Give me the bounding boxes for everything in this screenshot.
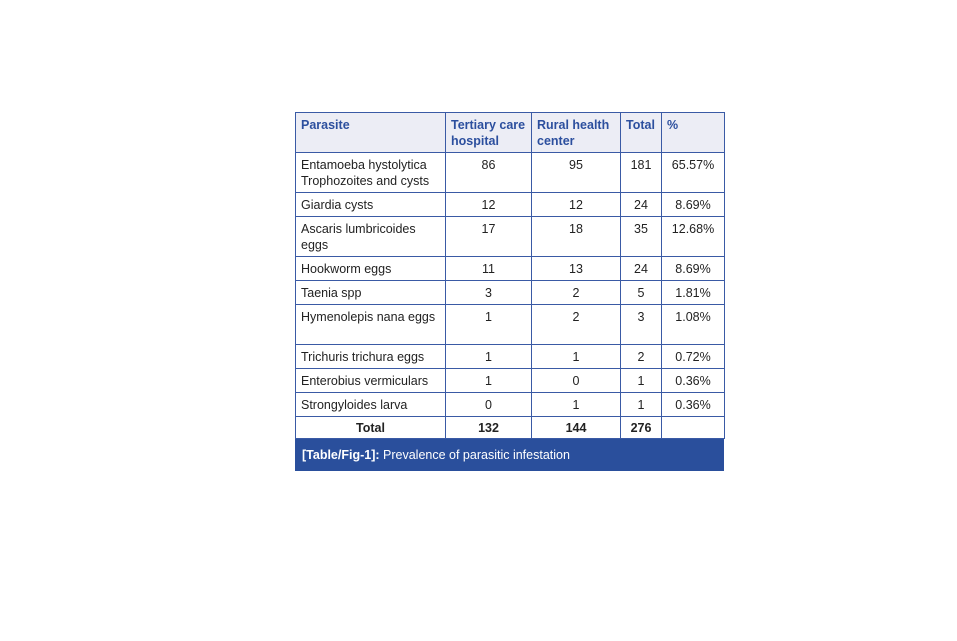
cell-rural: 13 — [531, 256, 621, 281]
cell-total: 1 — [620, 392, 662, 417]
total-percent — [661, 416, 725, 439]
table-row: Giardia cysts 12 12 24 8.69% — [295, 192, 725, 217]
cell-rural: 1 — [531, 392, 621, 417]
cell-percent: 1.08% — [661, 304, 725, 345]
cell-parasite: Enterobius vermiculars — [295, 368, 446, 393]
cell-rural: 1 — [531, 344, 621, 369]
header-percent: % — [661, 112, 725, 153]
cell-parasite: Strongyloides larva — [295, 392, 446, 417]
cell-tertiary: 0 — [445, 392, 532, 417]
table-row: Strongyloides larva 0 1 1 0.36% — [295, 392, 725, 417]
cell-percent: 0.36% — [661, 392, 725, 417]
table-row: Entamoeba hystolytica Trophozoites and c… — [295, 152, 725, 193]
table-row: Hookworm eggs 11 13 24 8.69% — [295, 256, 725, 281]
cell-percent: 1.81% — [661, 280, 725, 305]
header-total: Total — [620, 112, 662, 153]
header-tertiary: Tertiary care hospital — [445, 112, 532, 153]
parasite-prevalence-table-figure: Parasite Tertiary care hospital Rural he… — [295, 112, 725, 471]
cell-total: 24 — [620, 192, 662, 217]
cell-rural: 2 — [531, 280, 621, 305]
table-row: Taenia spp 3 2 5 1.81% — [295, 280, 725, 305]
cell-total: 35 — [620, 216, 662, 257]
cell-parasite: Trichuris trichura eggs — [295, 344, 446, 369]
cell-parasite: Ascaris lumbricoides eggs — [295, 216, 446, 257]
header-row: Parasite Tertiary care hospital Rural he… — [295, 112, 725, 153]
cell-percent: 8.69% — [661, 256, 725, 281]
header-rural: Rural health center — [531, 112, 621, 153]
cell-tertiary: 1 — [445, 368, 532, 393]
cell-rural: 18 — [531, 216, 621, 257]
cell-rural: 0 — [531, 368, 621, 393]
table-row: Enterobius vermiculars 1 0 1 0.36% — [295, 368, 725, 393]
total-rural: 144 — [531, 416, 621, 439]
cell-percent: 65.57% — [661, 152, 725, 193]
cell-tertiary: 86 — [445, 152, 532, 193]
cell-percent: 0.72% — [661, 344, 725, 369]
cell-tertiary: 17 — [445, 216, 532, 257]
cell-total: 3 — [620, 304, 662, 345]
cell-total: 24 — [620, 256, 662, 281]
total-tertiary: 132 — [445, 416, 532, 439]
cell-tertiary: 1 — [445, 304, 532, 345]
cell-total: 5 — [620, 280, 662, 305]
cell-percent: 8.69% — [661, 192, 725, 217]
cell-rural: 95 — [531, 152, 621, 193]
cell-parasite: Entamoeba hystolytica Trophozoites and c… — [295, 152, 446, 193]
cell-parasite: Hymenolepis nana eggs — [295, 304, 446, 345]
cell-tertiary: 11 — [445, 256, 532, 281]
cell-tertiary: 3 — [445, 280, 532, 305]
cell-percent: 12.68% — [661, 216, 725, 257]
table-row: Trichuris trichura eggs 1 1 2 0.72% — [295, 344, 725, 369]
total-row: Total 132 144 276 — [295, 416, 725, 439]
parasite-table: Parasite Tertiary care hospital Rural he… — [295, 112, 725, 439]
table-row: Ascaris lumbricoides eggs 17 18 35 12.68% — [295, 216, 725, 257]
header-parasite: Parasite — [295, 112, 446, 153]
caption-text: Prevalence of parasitic infestation — [379, 448, 570, 462]
cell-total: 1 — [620, 368, 662, 393]
cell-parasite: Taenia spp — [295, 280, 446, 305]
cell-tertiary: 1 — [445, 344, 532, 369]
cell-percent: 0.36% — [661, 368, 725, 393]
cell-parasite: Giardia cysts — [295, 192, 446, 217]
table-caption: [Table/Fig-1]: Prevalence of parasitic i… — [295, 439, 724, 471]
table-row: Hymenolepis nana eggs 1 2 3 1.08% — [295, 304, 725, 345]
cell-tertiary: 12 — [445, 192, 532, 217]
cell-rural: 12 — [531, 192, 621, 217]
cell-parasite: Hookworm eggs — [295, 256, 446, 281]
total-total: 276 — [620, 416, 662, 439]
cell-total: 2 — [620, 344, 662, 369]
cell-rural: 2 — [531, 304, 621, 345]
caption-label: [Table/Fig-1]: — [302, 448, 380, 462]
cell-total: 181 — [620, 152, 662, 193]
total-label: Total — [295, 416, 446, 439]
